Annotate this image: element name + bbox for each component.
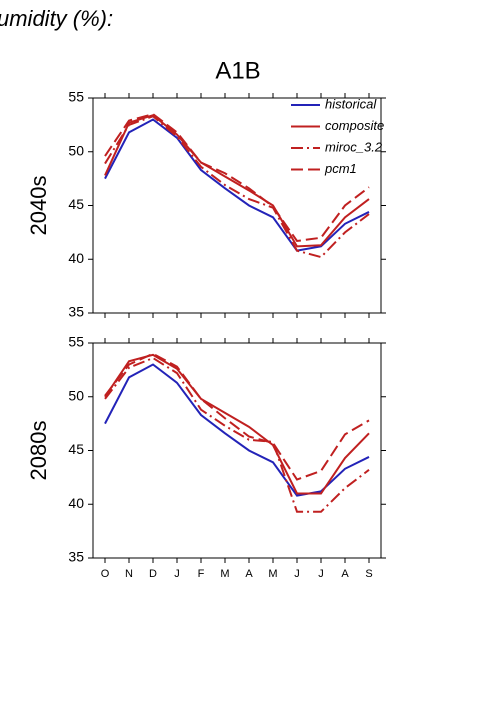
y-tick-label: 55	[68, 89, 84, 105]
y-tick-label: 50	[68, 142, 84, 158]
y-tick-label: 35	[68, 549, 84, 565]
y-tick-label: 50	[68, 387, 84, 403]
series-line	[104, 114, 370, 248]
y-tick-label: 45	[68, 441, 84, 457]
legend-label: miroc_3.2	[325, 139, 383, 154]
x-tick-label: M	[268, 568, 277, 580]
legend-label: pcm1	[324, 161, 357, 176]
y-tick-label: 45	[68, 196, 84, 212]
y-tick-label: 40	[68, 495, 84, 511]
series-line	[104, 356, 370, 513]
x-tick-label: N	[125, 568, 133, 580]
series-line	[104, 353, 370, 495]
x-tick-label: J	[294, 568, 300, 580]
x-tick-label: F	[198, 568, 205, 580]
y-axis-label: 2040s	[26, 176, 51, 236]
x-tick-label: A	[341, 568, 349, 580]
y-tick-label: 40	[68, 250, 84, 266]
x-tick-label: J	[174, 568, 180, 580]
series-line	[104, 115, 370, 259]
plot-frame	[92, 342, 382, 559]
y-tick-label: 35	[68, 304, 84, 320]
x-tick-label: J	[318, 568, 324, 580]
series-line	[104, 118, 370, 252]
x-tick-label: M	[220, 568, 229, 580]
y-tick-label: 55	[68, 334, 84, 350]
x-tick-label: O	[101, 568, 110, 580]
x-tick-label: D	[149, 568, 157, 580]
scenario-title: A1B	[215, 57, 260, 84]
series-line	[104, 352, 370, 481]
legend-label: composite	[325, 118, 384, 133]
x-tick-label: A	[245, 568, 253, 580]
x-tick-label: S	[365, 568, 372, 580]
series-line	[104, 363, 370, 497]
figure-title: umidity (%):	[0, 6, 113, 31]
series-line	[104, 113, 370, 243]
y-axis-label: 2080s	[26, 421, 51, 481]
legend-label: historical	[325, 96, 377, 111]
